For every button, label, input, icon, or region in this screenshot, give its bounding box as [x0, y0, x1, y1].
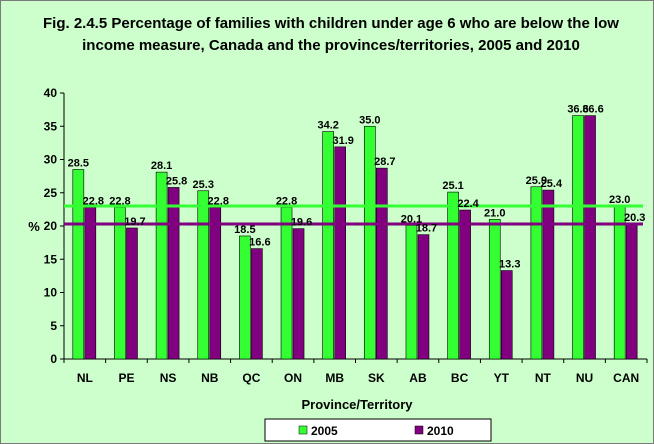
data-label-2005-YT: 21.0 [484, 207, 505, 219]
y-axis: 0 5 10 15 20 25 30 35 40 [44, 86, 65, 366]
x-tick-label: AB [409, 371, 427, 385]
x-tick-label: NL [77, 371, 93, 385]
x-tick-label: SK [368, 371, 385, 385]
y-tick-label: 35 [44, 119, 58, 133]
legend-box [264, 418, 492, 442]
bar-2010-ON [292, 228, 305, 360]
bar-2010-NU [584, 115, 596, 360]
data-label-2010-CAN: 20.3 [624, 212, 645, 224]
legend-swatch-2005 [298, 425, 308, 435]
data-label-2010-QC: 16.6 [249, 237, 270, 249]
data-label-2010-NL: 22.8 [83, 195, 104, 207]
y-tick-label: 40 [44, 86, 58, 100]
legend-label-2010: 2010 [427, 424, 454, 438]
bar-2010-PE [126, 227, 138, 360]
x-tick-label: BC [451, 371, 469, 385]
data-label-2005-SK: 35.0 [359, 114, 380, 126]
y-tick-label: 30 [44, 153, 58, 167]
data-label-2005-CAN: 23.0 [609, 194, 630, 206]
data-label-2005-BC: 25.1 [442, 180, 463, 192]
data-label-2010-NU: 36.6 [582, 104, 603, 116]
chart-title: Fig. 2.4.5 Percentage of families with c… [43, 15, 619, 54]
bar-2005-PE [114, 207, 126, 360]
reference-lines [64, 204, 643, 226]
x-axis-title: Province/Territory [301, 397, 413, 412]
data-label-2005-AB: 20.1 [401, 213, 422, 225]
legend: 2005 2010 [264, 418, 492, 442]
y-tick-label: 25 [44, 186, 58, 200]
bar-2005-NB [197, 190, 210, 360]
data-label-2010-BC: 22.4 [457, 198, 479, 210]
data-label-2010-YT: 13.3 [499, 259, 520, 271]
bar-2010-SK [376, 167, 388, 360]
data-label-2005-NU: 36.6 [567, 104, 588, 116]
bar-2010-YT [500, 270, 513, 360]
bar-2010-MB [334, 146, 346, 360]
x-tick-label: NS [160, 371, 177, 385]
data-label-2005-MB: 34.2 [317, 120, 338, 132]
data-label-2005-QC: 18.5 [234, 224, 255, 236]
bar-2005-NT [530, 186, 543, 360]
legend-swatch-2010 [414, 425, 424, 435]
bar-2005-BC [447, 191, 459, 360]
bar-2010-QC [251, 248, 263, 360]
bar-2005-CAN [613, 205, 626, 360]
x-tick-label: YT [494, 371, 510, 385]
bar-2010-AB [417, 234, 430, 360]
bar-2005-NS [155, 171, 168, 360]
bar-2005-QC [239, 235, 251, 360]
y-tick-label: 20 [44, 219, 58, 233]
data-label-2010-PE: 19.7 [124, 216, 145, 228]
bar-2005-NL [72, 169, 85, 360]
bar-2010-CAN [625, 223, 638, 360]
data-label-2010-ON: 19.6 [291, 217, 312, 229]
x-tick-label: PE [118, 371, 134, 385]
bar-2005-MB [322, 131, 334, 360]
data-label-2010-MB: 31.9 [332, 135, 353, 147]
y-tick-label: 0 [50, 352, 57, 366]
bar-2010-NL [84, 207, 97, 360]
bar-2005-ON [280, 207, 293, 360]
bars [72, 115, 638, 360]
bar-2010-NB [209, 207, 222, 360]
data-label-2005-NT: 25.9 [526, 175, 547, 187]
plot-area [64, 93, 647, 359]
data-label-2005-PE: 22.8 [109, 195, 130, 207]
bar-2010-NS [167, 187, 180, 360]
data-label-2010-AB: 18.7 [416, 223, 437, 235]
x-tick-label: NB [201, 371, 219, 385]
x-tick-label: ON [284, 371, 302, 385]
bar-2005-NU [572, 115, 584, 360]
y-tick-label: 10 [44, 286, 58, 300]
y-axis-title: % [28, 219, 40, 234]
data-label-2010-SK: 28.7 [374, 156, 395, 168]
bar-2005-AB [405, 225, 418, 360]
data-label-2010-NT: 25.4 [541, 178, 563, 190]
data-label-2005-NS: 28.1 [151, 160, 172, 172]
x-axis: NL PE NS NB QC ON MB SK AB BC YT NT NU CAN [63, 358, 648, 385]
bar-2010-NT [542, 189, 555, 360]
data-label-2005-NB: 25.3 [193, 179, 214, 191]
x-tick-label: MB [325, 371, 344, 385]
x-tick-label: QC [242, 371, 260, 385]
y-tick-label: 15 [44, 252, 58, 266]
data-labels: 28.5 22.8 28.1 25.3 18.5 22.8 34.2 35.0 20.1 25.1… [68, 104, 646, 271]
data-label-2010-NS: 25.8 [166, 175, 187, 187]
bar-2010-BC [459, 209, 471, 360]
x-tick-label: NU [576, 371, 593, 385]
legend-label-2005: 2005 [311, 424, 338, 438]
bar-2005-YT [488, 219, 501, 360]
x-tick-label: CAN [613, 371, 639, 385]
bar-2005-SK [364, 125, 376, 360]
y-tick-label: 5 [50, 319, 57, 333]
data-label-2005-ON: 22.8 [276, 195, 297, 207]
data-label-2005-NL: 28.5 [68, 157, 89, 169]
x-tick-label: NT [535, 371, 552, 385]
data-label-2010-NB: 22.8 [208, 195, 229, 207]
